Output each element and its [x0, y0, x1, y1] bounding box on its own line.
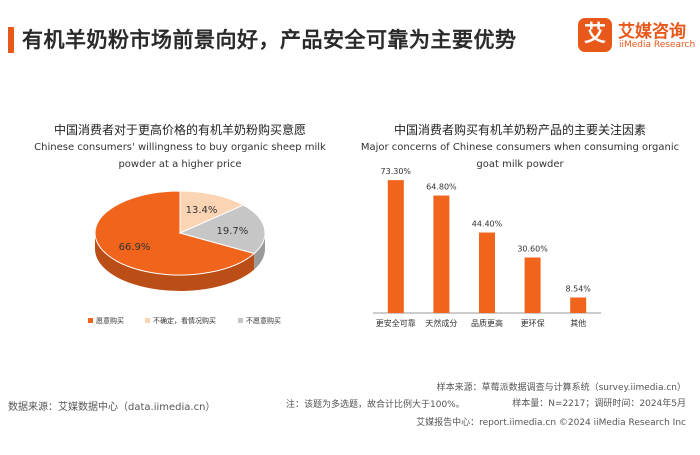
- pie-side-2: [254, 233, 265, 270]
- bar-value-label-2: 44.40%: [472, 220, 503, 229]
- logo-chinese-name: 艾媒咨询: [618, 22, 686, 42]
- legend-label-2: 不愿意购买: [246, 316, 281, 325]
- legend-label-0: 愿意购买: [96, 316, 124, 325]
- footnote: 注：该题为多选题，故合计比例大于100%。: [286, 400, 465, 410]
- pie-value-label-2: 19.7%: [216, 226, 248, 237]
- sample-source: 样本来源：草莓派数据调查与计算系统（survey.iimedia.cn）: [436, 383, 686, 393]
- bar-category-label-4: 其他: [570, 318, 586, 328]
- bar-chart: 73.30% 更安全可靠 64.80% 天然成分 44.40% 品质更高 30.60% 更环保…: [373, 167, 601, 328]
- legend-label-1: 不确定，看情况购买: [153, 316, 216, 325]
- bar-chart-title: 中国消费者购买有机羊奶粉产品的主要关注因素: [393, 123, 646, 137]
- pie-chart-subtitle: Chinese consumers' willingness to buy or…: [34, 142, 326, 170]
- bar-category-label-3: 更环保: [521, 318, 545, 328]
- bar-1: [433, 195, 450, 313]
- legend-swatch-0: [88, 318, 93, 323]
- sample-size: 样本量：N=2217；调研时间：2024年5月: [512, 399, 686, 409]
- pie-slice-1: [179, 190, 245, 234]
- pie-chart-title: 中国消费者对于更高价格的有机羊奶粉购买意愿: [53, 123, 306, 137]
- pie-slice-0: [94, 190, 256, 276]
- bar-category-label-0: 更安全可靠: [376, 318, 416, 328]
- bar-value-label-0: 73.30%: [381, 167, 412, 176]
- bar-2: [479, 232, 495, 313]
- bar-category-label-2: 品质更高: [471, 318, 503, 328]
- data-source: 数据来源：艾媒数据中心（data.iimedia.cn）: [8, 402, 216, 413]
- bar-chart-subtitle: Major concerns of Chinese consumers when…: [360, 142, 680, 170]
- logo-english-name: iiMedia Research: [619, 40, 696, 50]
- bar-value-label-3: 30.60%: [517, 245, 548, 254]
- page-title: 有机羊奶粉市场前景向好，产品安全可靠为主要优势: [22, 28, 517, 52]
- pie-side-0: [95, 233, 255, 291]
- pie-value-label-0: 66.9%: [119, 242, 151, 253]
- bar-category-label-1: 天然成分: [425, 318, 457, 328]
- bar-4: [570, 297, 587, 313]
- pie-chart: 66.9% 13.4% 19.7% 愿意购买 不确定，看情况购买 不愿意购买: [88, 190, 281, 325]
- iimedia-logo: 艾 艾媒咨询 iiMedia Research: [578, 16, 696, 58]
- pie-value-label-1: 13.4%: [186, 205, 218, 216]
- legend-swatch-2: [238, 318, 243, 323]
- pie-slice-2: [178, 204, 266, 255]
- bar-3: [524, 257, 541, 313]
- title-accent-bar: [8, 27, 14, 53]
- bar-0: [387, 180, 404, 313]
- bar-value-label-4: 8.54%: [565, 285, 591, 294]
- bar-value-label-1: 64.80%: [426, 183, 457, 192]
- logo-mark-icon: 艾: [578, 18, 612, 52]
- legend-swatch-1: [145, 318, 150, 323]
- report-center-credit: 艾媒报告中心：report.iimedia.cn ©2024 iiMedia R…: [416, 418, 686, 428]
